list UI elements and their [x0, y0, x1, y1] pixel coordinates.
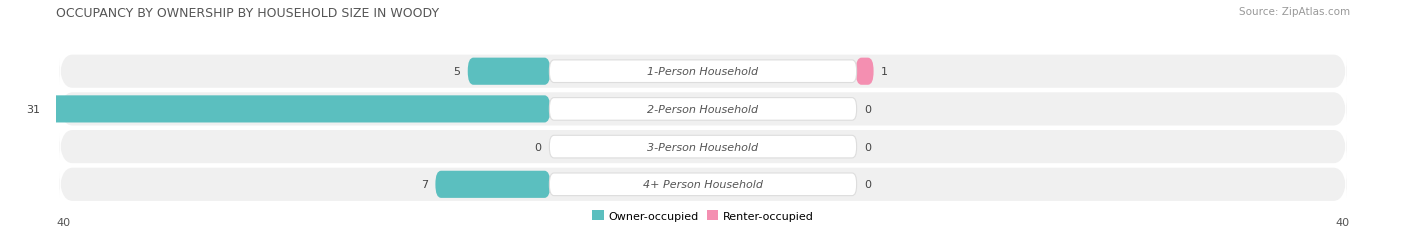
- Text: 3-Person Household: 3-Person Household: [647, 142, 759, 152]
- FancyBboxPatch shape: [550, 98, 856, 121]
- Text: 0: 0: [865, 104, 872, 114]
- FancyBboxPatch shape: [436, 171, 550, 198]
- Text: OCCUPANCY BY OWNERSHIP BY HOUSEHOLD SIZE IN WOODY: OCCUPANCY BY OWNERSHIP BY HOUSEHOLD SIZE…: [56, 7, 439, 20]
- Text: 7: 7: [420, 179, 429, 189]
- Text: 0: 0: [865, 179, 872, 189]
- Text: 4+ Person Household: 4+ Person Household: [643, 179, 763, 189]
- FancyBboxPatch shape: [59, 168, 1347, 201]
- Text: 40: 40: [1336, 217, 1350, 227]
- Text: 1-Person Household: 1-Person Household: [647, 67, 759, 77]
- FancyBboxPatch shape: [48, 96, 550, 123]
- FancyBboxPatch shape: [468, 58, 550, 85]
- FancyBboxPatch shape: [550, 61, 856, 83]
- Text: 40: 40: [56, 217, 70, 227]
- Text: 2-Person Household: 2-Person Household: [647, 104, 759, 114]
- FancyBboxPatch shape: [59, 93, 1347, 126]
- FancyBboxPatch shape: [550, 136, 856, 158]
- Text: Source: ZipAtlas.com: Source: ZipAtlas.com: [1239, 7, 1350, 17]
- Text: 0: 0: [865, 142, 872, 152]
- FancyBboxPatch shape: [856, 58, 873, 85]
- FancyBboxPatch shape: [550, 173, 856, 196]
- Text: 5: 5: [454, 67, 461, 77]
- Text: 0: 0: [534, 142, 541, 152]
- Text: 1: 1: [882, 67, 887, 77]
- FancyBboxPatch shape: [59, 55, 1347, 88]
- Text: 31: 31: [27, 104, 39, 114]
- FancyBboxPatch shape: [59, 131, 1347, 164]
- Legend: Owner-occupied, Renter-occupied: Owner-occupied, Renter-occupied: [588, 206, 818, 225]
